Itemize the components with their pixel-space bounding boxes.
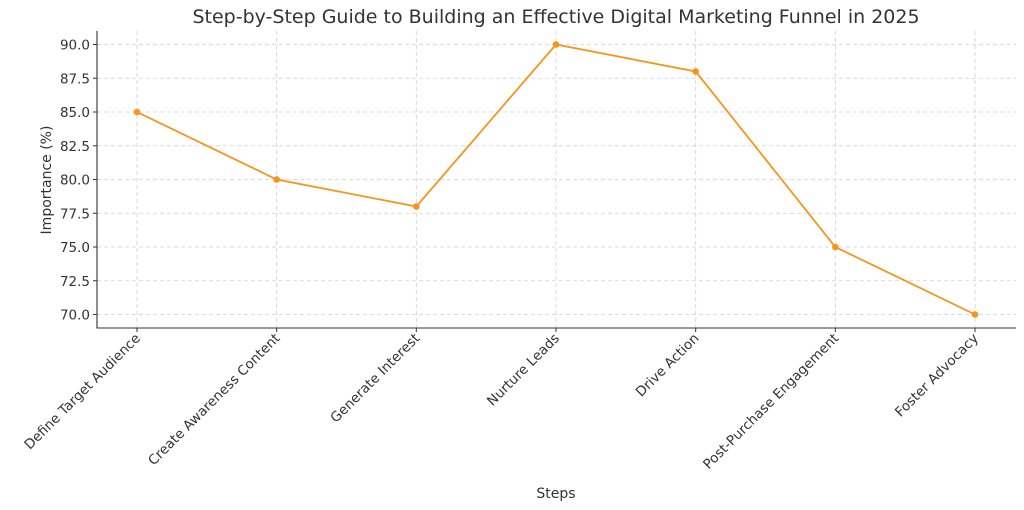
data-point (832, 243, 839, 251)
y-axis-label: Importance (%) (39, 126, 55, 235)
y-tick-label: 85.0 (60, 105, 90, 121)
data-point (133, 108, 141, 116)
y-tick-label: 75.0 (60, 240, 90, 256)
data-point (413, 203, 420, 210)
axis-spine (96, 31, 1016, 329)
x-tick-label: Foster Advocacy (892, 331, 982, 421)
chart-title: Step-by-Step Guide to Building an Effect… (192, 6, 919, 28)
x-tick-label: Drive Action (633, 331, 703, 401)
grid-lines (97, 31, 1016, 328)
x-tick-label: Post-Purchase Engagement (700, 331, 842, 473)
y-tick-label: 82.5 (60, 139, 90, 155)
x-tick-label: Create Awareness Content (145, 331, 283, 469)
y-tick-label: 70.0 (60, 308, 90, 324)
data-point (971, 311, 979, 318)
x-axis-ticks: Define Target Audience Create Awareness C… (21, 328, 982, 473)
x-tick-label: Define Target Audience (21, 331, 143, 453)
y-tick-label: 90.0 (60, 38, 90, 54)
data-point (273, 176, 280, 183)
series (133, 41, 979, 318)
x-tick-label: Nurture Leads (484, 331, 563, 410)
data-point (692, 68, 699, 75)
x-tick-label: Generate Interest (327, 331, 423, 427)
y-tick-label: 77.5 (60, 206, 90, 222)
data-point (552, 41, 560, 48)
axes (96, 31, 1016, 329)
y-tick-label: 87.5 (60, 71, 90, 87)
x-axis-label: Steps (536, 486, 575, 502)
y-tick-label: 72.5 (60, 274, 90, 290)
y-axis-ticks: 70.0 72.5 75.0 77.5 80.0 82.5 85.0 87.5 90.0 (60, 38, 97, 324)
y-tick-label: 80.0 (60, 173, 90, 189)
